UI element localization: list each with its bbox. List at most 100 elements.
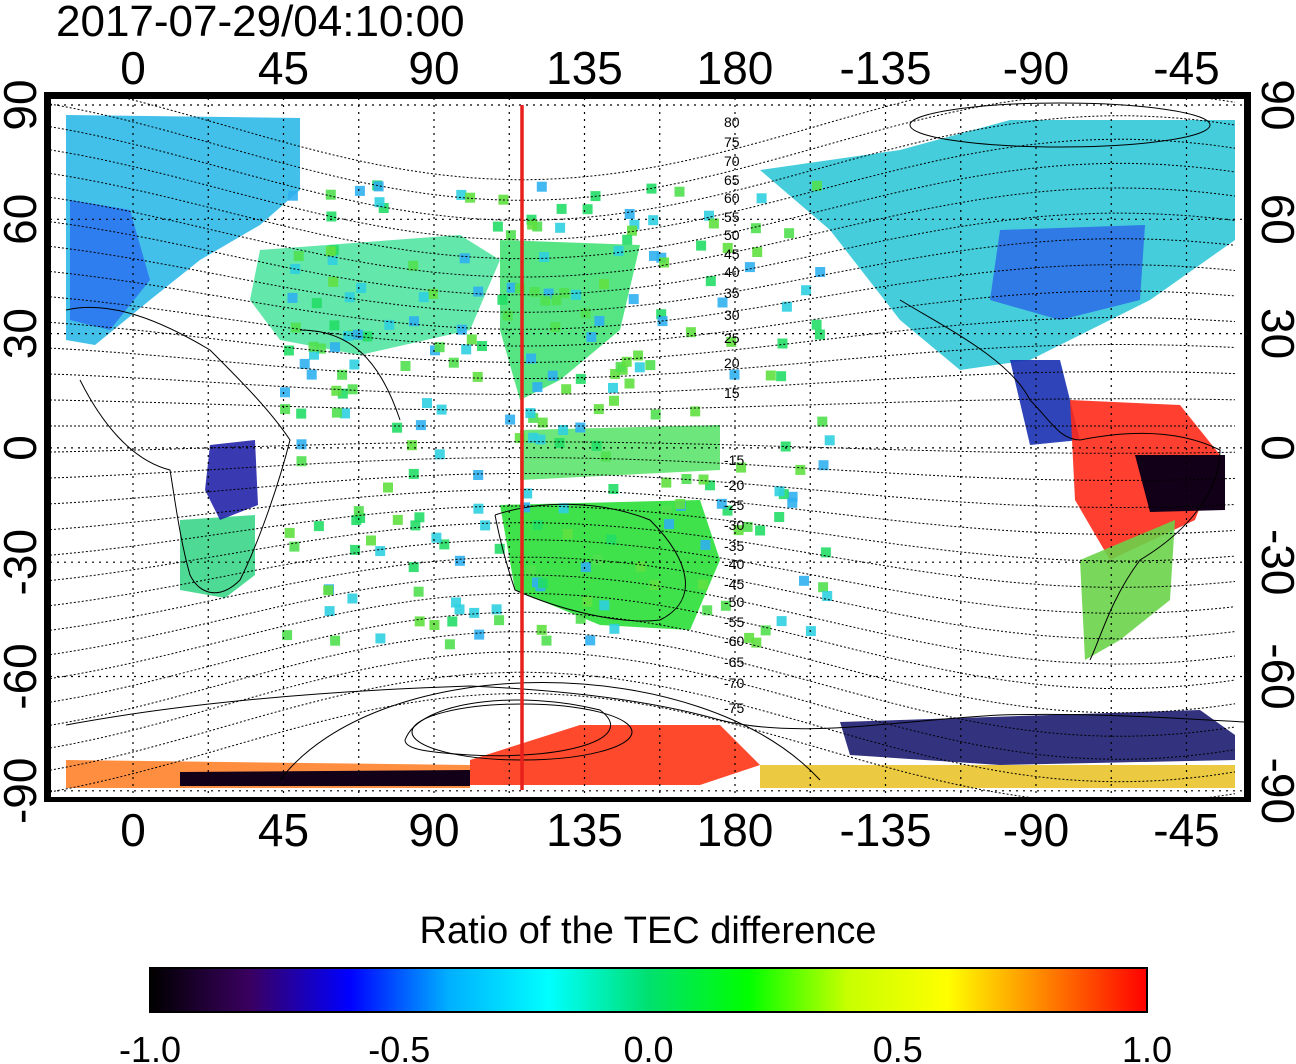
contour-line <box>122 98 921 181</box>
right-lat-label: 0 <box>1252 435 1296 461</box>
tec-cell <box>311 298 322 309</box>
contour-line <box>50 556 1236 640</box>
contour-label: -60 <box>724 633 744 649</box>
tec-cell <box>290 322 301 333</box>
tec-cell <box>606 534 617 545</box>
tec-cell <box>760 625 771 636</box>
colorbar-tick-label: 0.5 <box>873 1029 923 1064</box>
tec-data-layer <box>66 115 1235 788</box>
contour-line <box>50 212 1236 296</box>
tec-cell <box>505 230 516 241</box>
contour-label: 25 <box>724 330 740 346</box>
colorbar-tick-label: -1.0 <box>119 1029 181 1064</box>
top-lon-label: -135 <box>839 42 931 94</box>
magnetic-latitude-contours <box>50 98 1236 798</box>
tec-cell <box>635 561 646 572</box>
tec-africa-blue <box>205 440 258 520</box>
tec-cell <box>756 193 767 204</box>
tec-cell <box>550 322 561 333</box>
contour-label: 80 <box>724 114 740 130</box>
tec-cell <box>750 223 761 234</box>
tec-cell <box>418 292 429 303</box>
tec-cell <box>354 185 365 196</box>
tec-cell <box>591 440 602 451</box>
tec-cell <box>408 562 419 573</box>
tec-cell <box>696 240 707 251</box>
right-latitude-labels: 90 60 30 0 -30 -60 -90 <box>1252 79 1296 824</box>
tec-cell <box>293 251 304 261</box>
tec-cell <box>299 358 310 369</box>
tec-cell <box>698 579 708 590</box>
tec-cell <box>522 488 533 499</box>
tec-cell <box>439 539 450 550</box>
bottom-lon-label: 90 <box>408 804 459 856</box>
colorbar-tick-label: 0.0 <box>623 1029 673 1064</box>
top-lon-label: 135 <box>546 42 623 94</box>
tec-cell <box>634 362 645 373</box>
right-lat-label: -60 <box>1252 643 1296 709</box>
tec-cell <box>600 451 611 462</box>
tec-cell <box>755 525 766 536</box>
tec-cell <box>716 498 727 509</box>
tec-cell <box>536 624 547 635</box>
graticule-grid <box>50 98 1245 798</box>
tec-cell <box>805 626 816 637</box>
tec-cell <box>627 225 637 236</box>
tec-cell <box>472 371 483 382</box>
tec-cell <box>801 285 812 296</box>
tec-southamerica-black <box>1135 455 1225 512</box>
contour-line <box>50 505 1236 562</box>
tec-cell <box>661 477 672 488</box>
tec-cell <box>347 384 358 395</box>
tec-cell <box>586 332 597 342</box>
tec-northamerica <box>760 120 1235 370</box>
tec-cell <box>527 219 538 230</box>
tec-cell <box>325 189 336 200</box>
tec-antarctic-dark <box>180 770 470 786</box>
tec-cell <box>337 388 348 399</box>
left-lat-label: 0 <box>0 435 46 461</box>
tec-cell <box>815 267 826 277</box>
contour-labels: 80 75 70 65 60 55 50 45 40 35 30 25 20 15 -15 -20 -25 -30… <box>724 114 744 716</box>
tec-cell <box>289 541 300 552</box>
tec-cell <box>539 252 550 262</box>
contour-line <box>50 441 1236 454</box>
tec-cell <box>456 324 467 335</box>
tec-cell <box>776 616 787 627</box>
bottom-lon-label: -135 <box>839 804 931 856</box>
tec-cell <box>456 189 467 200</box>
tec-cell <box>661 505 672 516</box>
tec-cell <box>362 331 373 342</box>
tec-cell <box>352 329 363 340</box>
tec-cell <box>708 218 719 229</box>
contour-line <box>50 539 1236 614</box>
tec-cell <box>717 297 728 308</box>
tec-cell <box>621 356 632 367</box>
tec-cell <box>480 520 491 531</box>
tec-cell <box>315 343 326 354</box>
contour-label: 35 <box>724 285 740 301</box>
tec-cell <box>392 514 403 525</box>
top-lon-label: 180 <box>697 42 774 94</box>
tec-cell <box>329 320 340 331</box>
bottom-lon-label: -45 <box>1153 804 1219 856</box>
tec-cell <box>547 370 558 381</box>
contour-label: 30 <box>724 307 740 323</box>
left-latitude-labels: 90 60 30 0 -30 -60 -90 <box>0 79 46 824</box>
tec-cell <box>409 316 419 327</box>
contour-label: -40 <box>724 556 744 572</box>
tec-cell <box>340 408 350 419</box>
tec-cell <box>733 525 744 536</box>
left-lat-label: -90 <box>0 758 46 824</box>
tec-cell <box>690 406 701 417</box>
tec-cell <box>330 635 341 646</box>
tec-cell <box>366 535 376 546</box>
tec-cell <box>532 221 543 232</box>
tec-cell <box>494 543 505 554</box>
tec-maritime <box>520 425 720 480</box>
tec-cell <box>722 242 733 253</box>
tec-cell <box>414 616 425 627</box>
tec-cell <box>664 519 675 530</box>
tec-cell <box>313 521 324 532</box>
contour-label: -15 <box>724 452 744 468</box>
